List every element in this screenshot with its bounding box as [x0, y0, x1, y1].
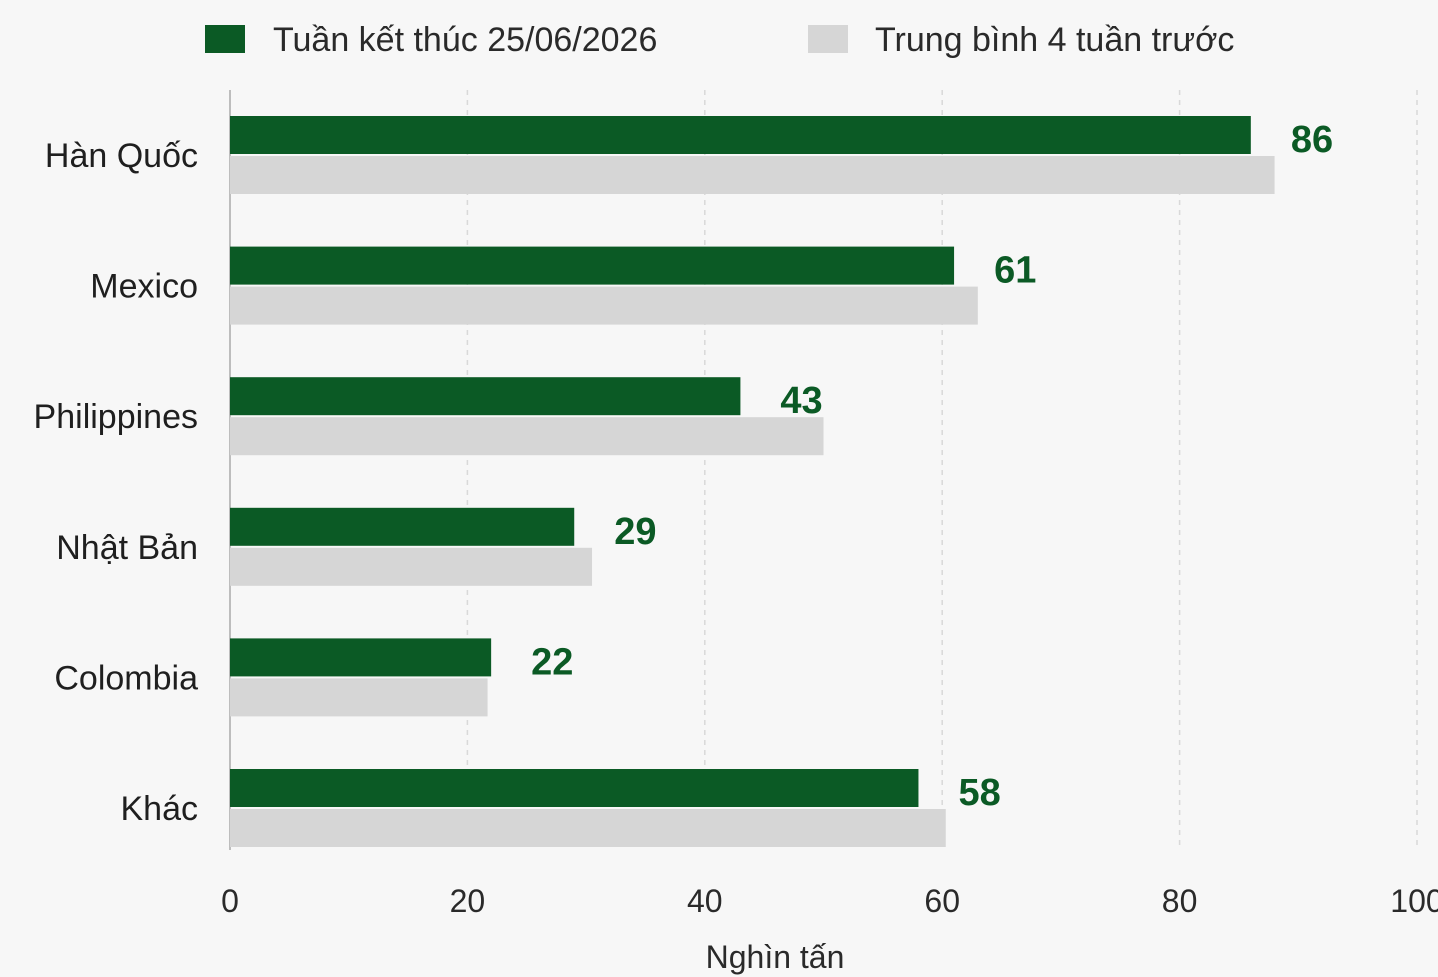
value-label: 58	[958, 772, 1000, 814]
x-tick-label: 20	[450, 883, 486, 919]
category-label: Philippines	[34, 398, 198, 436]
category-label: Khác	[121, 790, 199, 828]
bar-avg-4-weeks	[230, 809, 946, 847]
value-label: 61	[994, 250, 1036, 292]
value-label: 22	[531, 641, 573, 683]
legend-label: Tuần kết thúc 25/06/2026	[273, 21, 657, 59]
legend-swatch-current-week	[205, 25, 245, 53]
legend-swatch-avg-4-weeks	[808, 25, 848, 53]
x-tick-label: 0	[221, 883, 239, 919]
value-label: 43	[780, 380, 822, 422]
bar-current-week	[230, 246, 955, 285]
x-tick-label: 40	[687, 883, 723, 919]
value-label: 86	[1291, 119, 1333, 161]
bar-current-week	[230, 507, 575, 546]
legend-label: Trung bình 4 tuần trước	[875, 21, 1234, 59]
bar-avg-4-weeks	[230, 156, 1275, 194]
bar-avg-4-weeks	[230, 547, 593, 586]
x-tick-label: 100	[1390, 883, 1438, 919]
bar-current-week	[230, 638, 492, 677]
bar-avg-4-weeks	[230, 417, 824, 456]
value-label: 29	[614, 511, 656, 553]
x-tick-label: 60	[924, 883, 960, 919]
bar-current-week	[230, 769, 919, 807]
bar-avg-4-weeks	[230, 286, 978, 325]
bar-current-week	[230, 116, 1251, 154]
x-tick-label: 80	[1162, 883, 1198, 919]
category-label: Hàn Quốc	[45, 137, 198, 175]
bar-avg-4-weeks	[230, 678, 488, 717]
x-axis-title: Nghìn tấn	[706, 939, 845, 975]
category-label: Nhật Bản	[56, 529, 198, 567]
bar-current-week	[230, 377, 741, 416]
category-label: Mexico	[90, 268, 198, 306]
category-label: Colombia	[54, 659, 198, 697]
